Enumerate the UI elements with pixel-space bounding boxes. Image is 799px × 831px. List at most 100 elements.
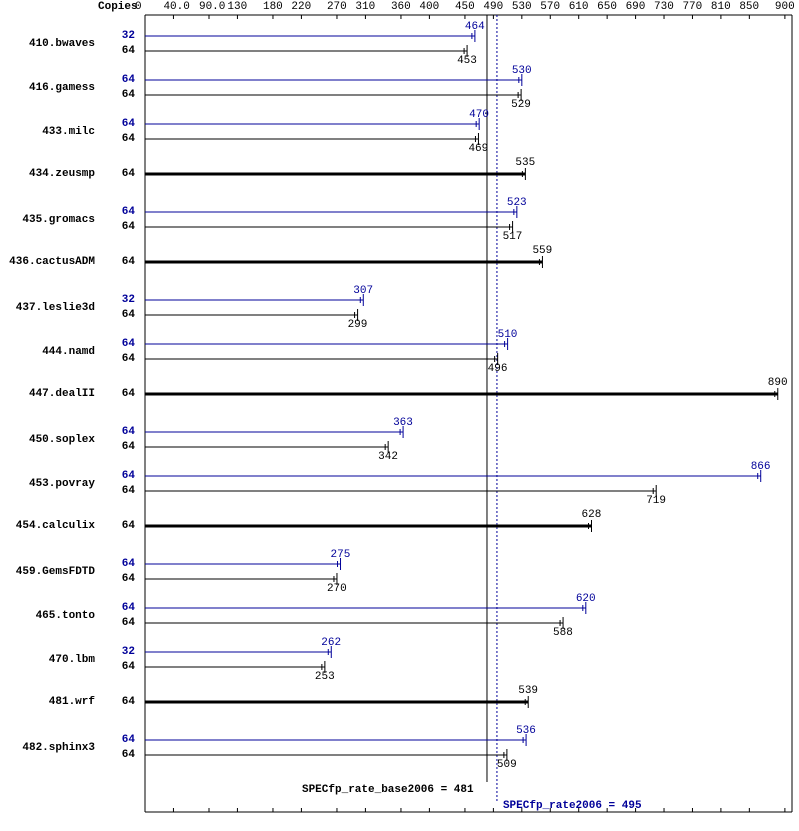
x-tick-label: 360 — [391, 1, 421, 13]
bar-value: 559 — [532, 245, 552, 257]
copies-value: 64 — [115, 426, 135, 438]
bar-value: 470 — [469, 109, 489, 121]
x-tick-label: 0 — [135, 1, 165, 13]
bar-value: 509 — [497, 759, 517, 771]
copies-value: 64 — [115, 485, 135, 497]
benchmark-name: 447.dealII — [0, 388, 95, 400]
bar-value: 253 — [315, 671, 335, 683]
x-tick-label: 450 — [455, 1, 485, 13]
copies-value: 64 — [115, 573, 135, 585]
x-tick-label: 180 — [263, 1, 293, 13]
x-tick-label: 770 — [682, 1, 712, 13]
copies-value: 64 — [115, 338, 135, 350]
peak-summary-label: SPECfp_rate2006 = 495 — [503, 800, 642, 812]
base-summary-label: SPECfp_rate_base2006 = 481 — [302, 784, 474, 796]
copies-value: 32 — [115, 30, 135, 42]
benchmark-name: 450.soplex — [0, 434, 95, 446]
x-tick-label: 40.0 — [163, 1, 193, 13]
x-tick-label: 850 — [739, 1, 769, 13]
bar-value: 275 — [331, 549, 351, 561]
copies-value: 64 — [115, 133, 135, 145]
x-tick-label: 130 — [227, 1, 257, 13]
bar-value: 469 — [468, 143, 488, 155]
copies-value: 64 — [115, 309, 135, 321]
x-tick-label: 810 — [711, 1, 741, 13]
copies-value: 64 — [115, 256, 135, 268]
benchmark-name: 416.gamess — [0, 82, 95, 94]
bar-value: 453 — [457, 55, 477, 67]
spec-benchmark-chart: 040.090.01301802202703103604004504905305… — [0, 0, 799, 831]
copies-value: 64 — [115, 661, 135, 673]
copies-value: 64 — [115, 749, 135, 761]
bar-value: 535 — [515, 157, 535, 169]
copies-value: 64 — [115, 470, 135, 482]
copies-value: 64 — [115, 520, 135, 532]
bar-value: 536 — [516, 725, 536, 737]
bar-value: 719 — [646, 495, 666, 507]
bar-value: 620 — [576, 593, 596, 605]
benchmark-name: 436.cactusADM — [0, 256, 95, 268]
x-tick-label: 650 — [597, 1, 627, 13]
benchmark-name: 459.GemsFDTD — [0, 566, 95, 578]
copies-value: 64 — [115, 45, 135, 57]
copies-value: 64 — [115, 168, 135, 180]
bar-value: 363 — [393, 417, 413, 429]
bar-value: 890 — [768, 377, 788, 389]
copies-value: 64 — [115, 221, 135, 233]
copies-value: 64 — [115, 558, 135, 570]
bar-value: 342 — [378, 451, 398, 463]
bar-value: 510 — [498, 329, 518, 341]
benchmark-name: 410.bwaves — [0, 38, 95, 50]
benchmark-name: 454.calculix — [0, 520, 95, 532]
bar-value: 464 — [465, 21, 485, 33]
bar-value: 496 — [488, 363, 508, 375]
x-tick-label: 610 — [569, 1, 599, 13]
benchmark-name: 435.gromacs — [0, 214, 95, 226]
copies-value: 32 — [115, 294, 135, 306]
benchmark-name: 444.namd — [0, 346, 95, 358]
benchmark-name: 437.leslie3d — [0, 302, 95, 314]
bar-value: 530 — [512, 65, 532, 77]
copies-value: 64 — [115, 388, 135, 400]
x-tick-label: 900 — [775, 1, 799, 13]
bar-value: 307 — [353, 285, 373, 297]
x-tick-label: 270 — [327, 1, 357, 13]
copies-value: 32 — [115, 646, 135, 658]
bar-value: 517 — [503, 231, 523, 243]
copies-value: 64 — [115, 206, 135, 218]
bar-value: 539 — [518, 685, 538, 697]
bar-value: 299 — [348, 319, 368, 331]
copies-value: 64 — [115, 89, 135, 101]
bar-value: 270 — [327, 583, 347, 595]
copies-header: Copies — [98, 1, 138, 13]
copies-value: 64 — [115, 353, 135, 365]
bar-value: 866 — [751, 461, 771, 473]
benchmark-name: 433.milc — [0, 126, 95, 138]
bar-value: 529 — [511, 99, 531, 111]
benchmark-name: 470.lbm — [0, 654, 95, 666]
x-tick-label: 570 — [540, 1, 570, 13]
benchmark-name: 481.wrf — [0, 696, 95, 708]
x-tick-label: 690 — [626, 1, 656, 13]
benchmark-name: 482.sphinx3 — [0, 742, 95, 754]
copies-value: 64 — [115, 696, 135, 708]
copies-value: 64 — [115, 734, 135, 746]
copies-value: 64 — [115, 74, 135, 86]
benchmark-name: 434.zeusmp — [0, 168, 95, 180]
copies-value: 64 — [115, 602, 135, 614]
copies-value: 64 — [115, 118, 135, 130]
copies-value: 64 — [115, 441, 135, 453]
x-tick-label: 220 — [291, 1, 321, 13]
bar-value: 262 — [321, 637, 341, 649]
x-tick-label: 490 — [483, 1, 513, 13]
bar-value: 628 — [582, 509, 602, 521]
x-tick-label: 310 — [355, 1, 385, 13]
benchmark-name: 465.tonto — [0, 610, 95, 622]
x-tick-label: 530 — [512, 1, 542, 13]
bar-value: 588 — [553, 627, 573, 639]
x-tick-label: 400 — [419, 1, 449, 13]
x-tick-label: 90.0 — [199, 1, 229, 13]
copies-value: 64 — [115, 617, 135, 629]
bar-value: 523 — [507, 197, 527, 209]
x-tick-label: 730 — [654, 1, 684, 13]
